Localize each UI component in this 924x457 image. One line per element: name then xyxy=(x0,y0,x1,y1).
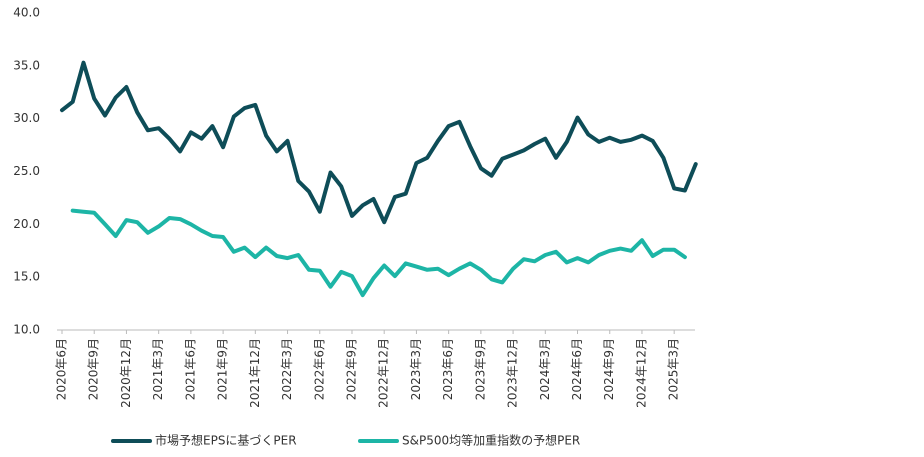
x-tick-label: 2021年6月 xyxy=(183,338,197,400)
legend-label: 市場予想EPSに基づくPER xyxy=(155,433,297,448)
x-tick-label: 2021年3月 xyxy=(151,338,165,400)
x-tick-label: 2020年6月 xyxy=(55,338,69,400)
legend-label: S&P500均等加重指数の予想PER xyxy=(402,433,580,448)
series-line xyxy=(70,208,687,298)
x-tick-label: 2022年12月 xyxy=(377,338,391,408)
x-tick-label: 2025年3月 xyxy=(667,338,681,400)
x-tick-label: 2020年9月 xyxy=(87,338,101,400)
x-tick-label: 2024年9月 xyxy=(602,338,616,400)
y-tick-label: 10.0 xyxy=(13,323,40,337)
y-tick-label: 25.0 xyxy=(13,164,40,178)
y-tick-label: 40.0 xyxy=(13,6,40,20)
x-tick-label: 2023年9月 xyxy=(473,338,487,400)
x-tick-label: 2022年9月 xyxy=(344,338,358,400)
x-tick-label: 2023年3月 xyxy=(409,338,423,400)
x-tick-label: 2024年12月 xyxy=(634,338,648,408)
y-tick-label: 35.0 xyxy=(13,58,40,72)
series-line xyxy=(60,60,698,225)
x-tick-label: 2022年6月 xyxy=(312,338,326,400)
y-tick-label: 15.0 xyxy=(13,270,40,284)
x-tick-label: 2021年12月 xyxy=(248,338,262,408)
x-tick-label: 2020年12月 xyxy=(119,338,133,408)
y-tick-label: 20.0 xyxy=(13,217,40,231)
x-tick-label: 2021年9月 xyxy=(216,338,230,400)
x-tick-label: 2023年12月 xyxy=(506,338,520,408)
x-tick-label: 2024年6月 xyxy=(570,338,584,400)
y-tick-label: 30.0 xyxy=(13,111,40,125)
x-tick-label: 2023年6月 xyxy=(441,338,455,400)
x-tick-label: 2022年3月 xyxy=(280,338,294,400)
x-tick-label: 2024年3月 xyxy=(538,338,552,400)
